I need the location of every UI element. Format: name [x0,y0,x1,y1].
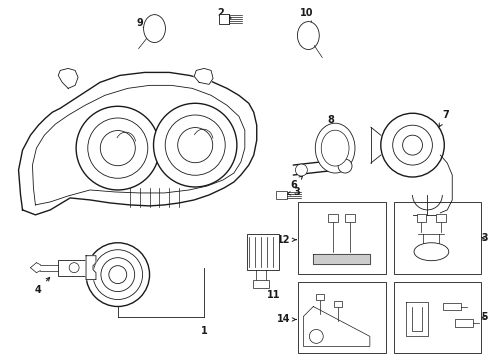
Circle shape [76,106,159,190]
Bar [316,293,324,300]
Bar [298,282,385,353]
Polygon shape [86,256,96,280]
Ellipse shape [321,130,348,166]
Ellipse shape [143,15,165,42]
Polygon shape [194,68,213,84]
Ellipse shape [315,123,354,173]
Bar [443,302,460,310]
Bar [435,214,446,222]
Bar [219,14,228,24]
Circle shape [165,115,225,175]
Text: 8: 8 [327,115,334,129]
Bar [298,202,385,274]
Bar [454,319,472,328]
Text: 12: 12 [276,235,296,245]
Text: 3: 3 [286,187,299,197]
Bar [246,234,278,270]
Circle shape [93,250,142,300]
Text: 13: 13 [474,233,488,243]
Text: 1: 1 [201,327,207,336]
Text: 4: 4 [35,278,50,294]
Text: 2: 2 [217,8,230,18]
Polygon shape [313,254,369,264]
Circle shape [69,263,79,273]
Bar [58,260,86,276]
Bar [393,202,480,274]
Circle shape [380,113,444,177]
Circle shape [88,118,147,178]
Text: 6: 6 [289,176,302,190]
Polygon shape [303,306,369,346]
Text: 5: 5 [104,279,111,300]
Circle shape [337,159,351,173]
Text: 7: 7 [438,110,448,127]
Ellipse shape [297,22,319,50]
Bar [252,280,268,288]
Text: 14: 14 [276,314,296,324]
Circle shape [101,258,134,292]
Polygon shape [405,302,427,336]
Circle shape [86,243,149,306]
Bar [393,282,480,353]
Circle shape [153,103,236,187]
Text: 10: 10 [299,8,312,24]
Bar [345,214,354,222]
Circle shape [100,131,135,166]
Text: 9: 9 [136,18,146,28]
Circle shape [295,164,307,176]
Bar [327,214,337,222]
Bar [275,191,287,199]
Circle shape [109,266,126,284]
Polygon shape [58,68,78,88]
Bar [416,214,426,222]
Polygon shape [32,85,244,205]
Circle shape [392,125,431,165]
Ellipse shape [413,243,448,261]
Polygon shape [19,72,256,215]
Text: 11: 11 [265,284,280,300]
Circle shape [177,127,212,163]
Text: 15: 15 [474,312,488,323]
Circle shape [402,135,422,155]
Circle shape [309,329,323,343]
Bar [333,301,342,306]
